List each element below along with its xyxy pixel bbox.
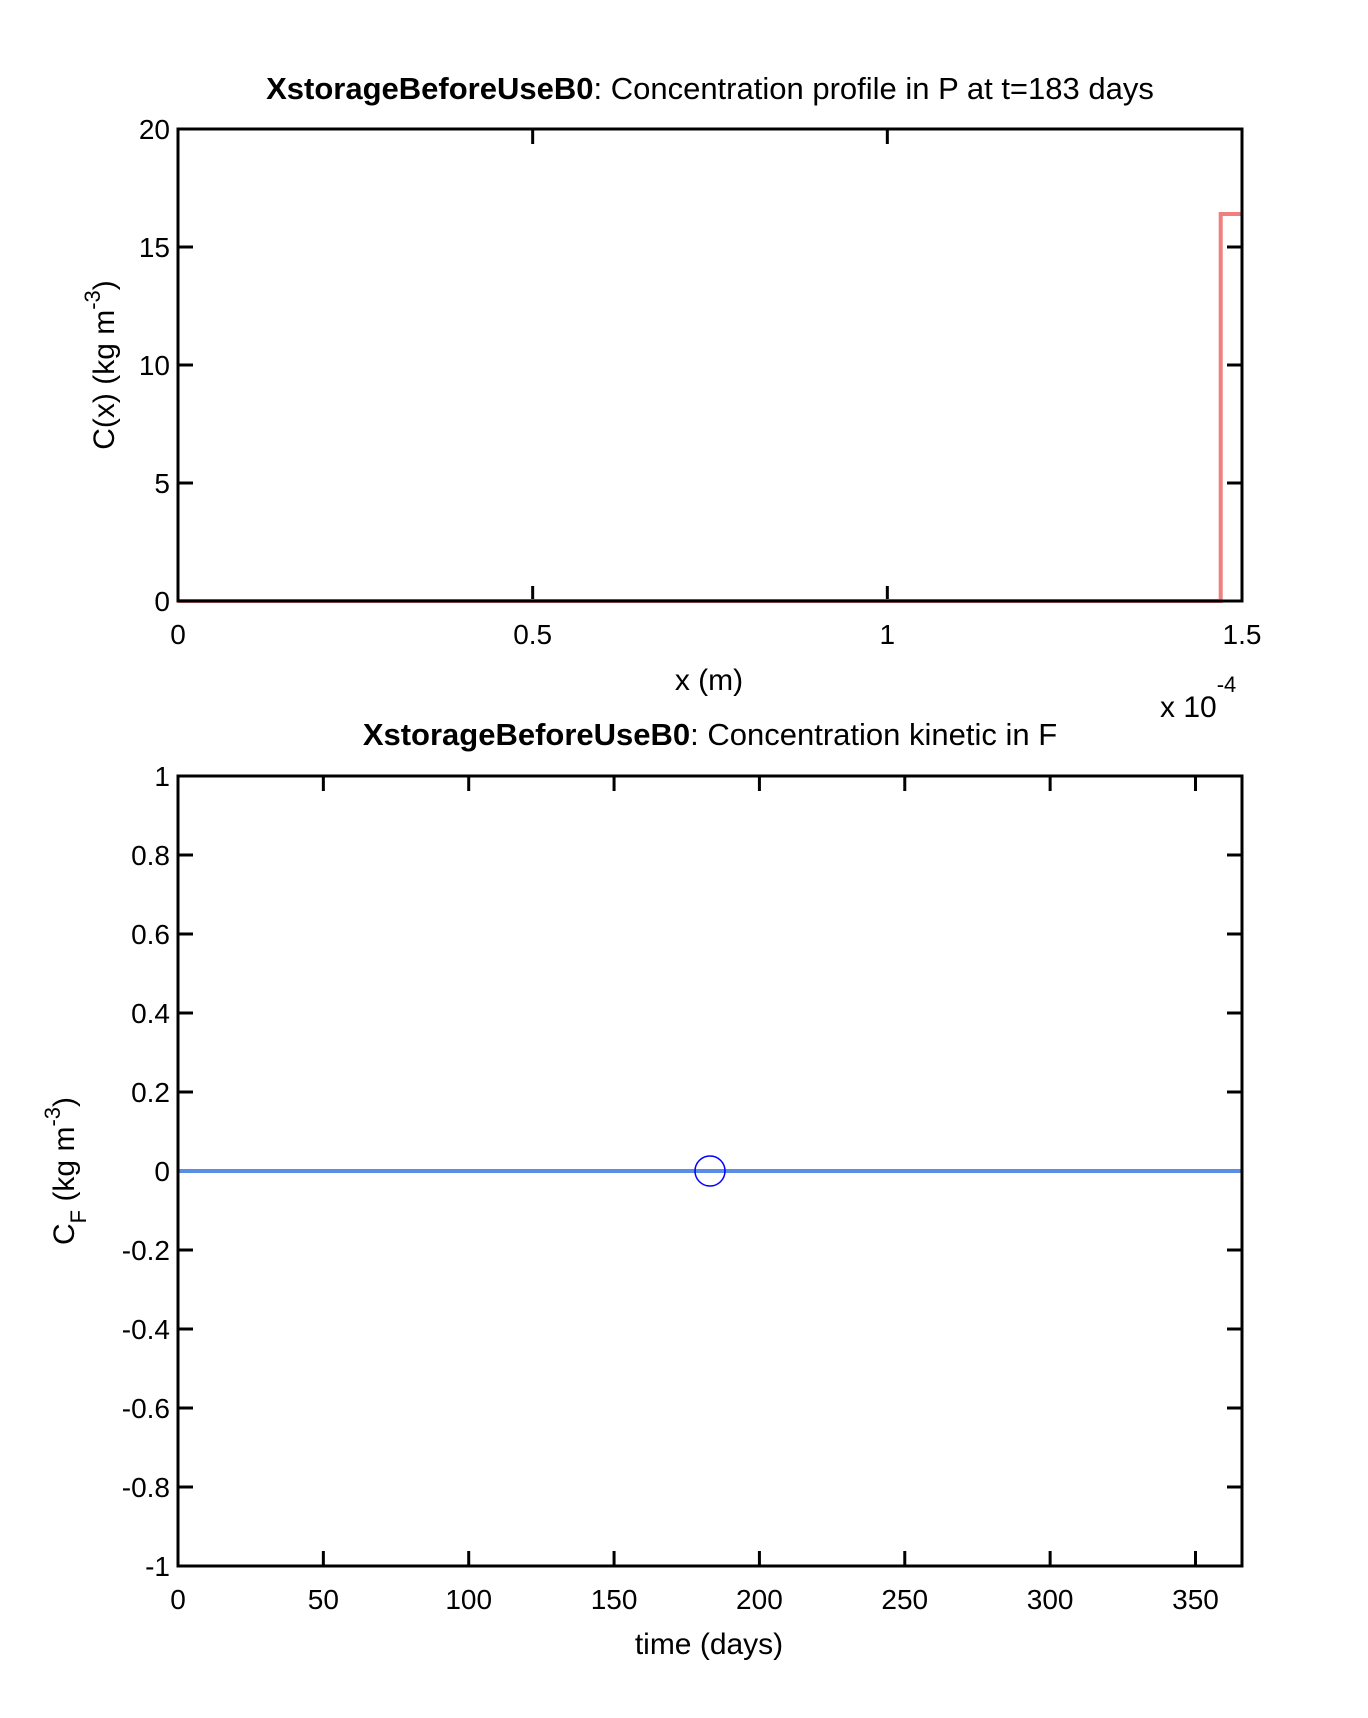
y-tick-label: 15 <box>139 232 170 263</box>
x-tick-label: 350 <box>1172 1584 1219 1615</box>
plot-frame <box>176 774 1244 1568</box>
plot-frame <box>176 127 1244 603</box>
x-tick-label: 50 <box>308 1584 339 1615</box>
x-axis-multiplier-exponent: -4 <box>1217 672 1237 697</box>
y-axis-label: C(x) (kg m-3) <box>80 280 121 450</box>
y-tick-label: 0.2 <box>131 1077 170 1108</box>
chart-title-bold: XstorageBeforeUseB0 <box>266 71 593 106</box>
y-tick-label: -1 <box>145 1551 170 1582</box>
y-tick-label: -0.6 <box>122 1393 170 1424</box>
x-tick-label: 1.5 <box>1223 619 1262 650</box>
x-axis-label: x (m) <box>675 664 743 697</box>
chart-title-rest: : Concentration profile in P at t=183 da… <box>593 71 1153 106</box>
x-tick-labels: 0 50 100 150 200 250 300 350 <box>170 1584 1219 1615</box>
y-axis-label-close: ) <box>48 1097 81 1107</box>
x-axis-multiplier: x 10-4 <box>1160 672 1236 724</box>
y-axis-label-close: ) <box>88 280 121 290</box>
y-tick-label: 10 <box>139 350 170 381</box>
y-axis-label-rest: (kg m <box>48 1127 81 1210</box>
x-tick-label: 200 <box>736 1584 783 1615</box>
chart-concentration-kinetic: XstorageBeforeUseB0: Concentration kinet… <box>40 717 1244 1661</box>
y-tick-labels: 0 5 10 15 20 <box>139 114 170 617</box>
series-group <box>178 212 1242 603</box>
y-tick-label: 0.6 <box>131 919 170 950</box>
chart-title-bold: XstorageBeforeUseB0 <box>363 717 690 752</box>
series-group <box>178 1155 1242 1187</box>
tick-marks <box>176 127 1244 603</box>
y-tick-label: 0.4 <box>131 998 170 1029</box>
chart-title-rest: : Concentration kinetic in F <box>690 717 1057 752</box>
chart-title: XstorageBeforeUseB0: Concentration kinet… <box>363 717 1057 752</box>
y-axis-label-sup: -3 <box>40 1107 65 1127</box>
x-tick-labels: 0 0.5 1 1.5 <box>170 619 1261 650</box>
x-tick-label: 100 <box>445 1584 492 1615</box>
x-tick-label: 0 <box>170 1584 186 1615</box>
x-tick-label: 0.5 <box>513 619 552 650</box>
y-tick-labels: -1 -0.8 -0.6 -0.4 -0.2 0 0.2 0.4 0.6 0.8 1 <box>122 761 170 1582</box>
y-axis-label-sub: F <box>66 1210 91 1223</box>
x-tick-label: 150 <box>591 1584 638 1615</box>
y-axis-label: CF (kg m-3) <box>40 1097 91 1245</box>
y-tick-label: -0.2 <box>122 1235 170 1266</box>
x-axis-multiplier-text: x 10 <box>1160 691 1217 724</box>
y-tick-label: 0.8 <box>131 840 170 871</box>
y-axis-label-sup: -3 <box>80 290 105 310</box>
x-axis-label: time (days) <box>635 1628 783 1661</box>
y-tick-label: 5 <box>154 468 170 499</box>
y-tick-label: -0.8 <box>122 1472 170 1503</box>
chart-concentration-profile: XstorageBeforeUseB0: Concentration profi… <box>80 71 1261 724</box>
y-tick-label: 0 <box>154 1156 170 1187</box>
y-tick-label: 1 <box>154 761 170 792</box>
chart-title: XstorageBeforeUseB0: Concentration profi… <box>266 71 1154 106</box>
series-line-0 <box>178 212 1242 603</box>
x-tick-label: 1 <box>880 619 896 650</box>
data-point-marker <box>694 1155 726 1187</box>
y-tick-label: 0 <box>154 586 170 617</box>
x-tick-label: 300 <box>1027 1584 1074 1615</box>
y-tick-label: 20 <box>139 114 170 145</box>
x-tick-label: 0 <box>170 619 186 650</box>
y-tick-label: -0.4 <box>122 1314 170 1345</box>
x-tick-label: 250 <box>881 1584 928 1615</box>
y-axis-label-main: C(x) (kg m <box>88 310 121 450</box>
y-axis-label-main: C <box>48 1223 81 1245</box>
